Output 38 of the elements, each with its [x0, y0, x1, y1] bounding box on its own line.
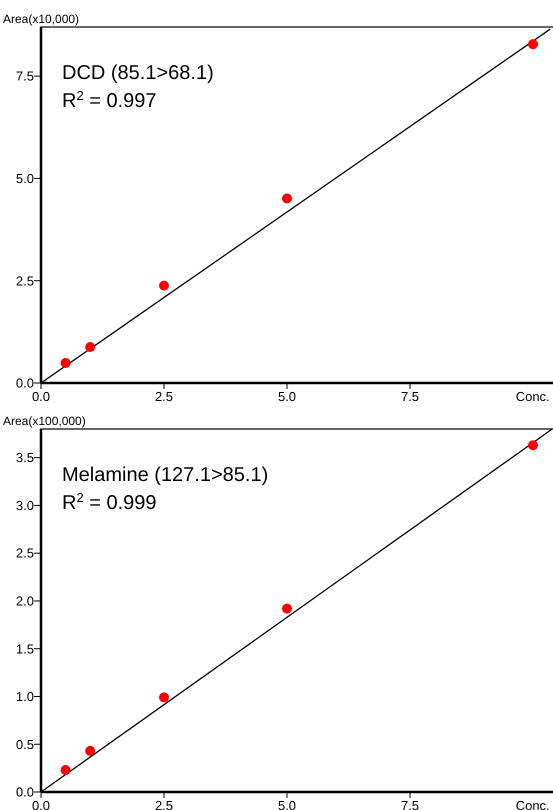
y-tick-label: 5.0: [16, 170, 34, 186]
y-tick-label: 0.0: [16, 784, 34, 800]
x-tick-label: 5.0: [278, 798, 296, 810]
y-axis-title: Area(x10,000): [3, 12, 80, 26]
point: [159, 692, 170, 702]
point: [282, 604, 292, 614]
annotation: Melamine (127.1>85.1): [62, 464, 268, 486]
point: [85, 342, 96, 352]
y-tick-label: 3.0: [16, 498, 34, 513]
x-tick-label: 0.0: [32, 798, 50, 810]
annotation: R$^{2}$ = 0.997: [62, 88, 157, 112]
x-axis-title: Conc.: [516, 389, 550, 404]
y-tick-label: 3.5: [16, 450, 34, 466]
x-tick-label: 7.5: [400, 389, 420, 404]
x-tick-label: 7.5: [400, 798, 420, 810]
y-tick-label: 2.0: [16, 593, 34, 608]
x-tick-label: 2.5: [154, 389, 174, 404]
y-axis-title: Area(x100,000): [3, 414, 86, 428]
y-tick-label: 1.0: [16, 689, 34, 704]
y-tick-label: 2.5: [16, 273, 34, 288]
annotation: R$^{2}$ = 0.999: [62, 490, 157, 514]
y-tick-label: 7.5: [16, 68, 34, 84]
y-tick-label: 2.5: [16, 546, 34, 561]
y-tick-label: 0.5: [16, 736, 34, 752]
point: [528, 39, 538, 50]
point: [282, 193, 292, 204]
point: [85, 746, 96, 756]
x-tick-label: 2.5: [154, 798, 174, 810]
y-tick-label: 1.5: [16, 641, 34, 656]
x-tick-label: 0.0: [32, 389, 50, 404]
point: [60, 358, 71, 368]
x-axis-title: Conc.: [516, 798, 550, 810]
y-tick-label: 0.0: [16, 376, 34, 391]
annotation: DCD (85.1>68.1): [62, 62, 214, 84]
point: [159, 280, 170, 291]
x-tick-label: 5.0: [278, 389, 296, 404]
point: [528, 440, 538, 450]
point: [60, 765, 71, 776]
